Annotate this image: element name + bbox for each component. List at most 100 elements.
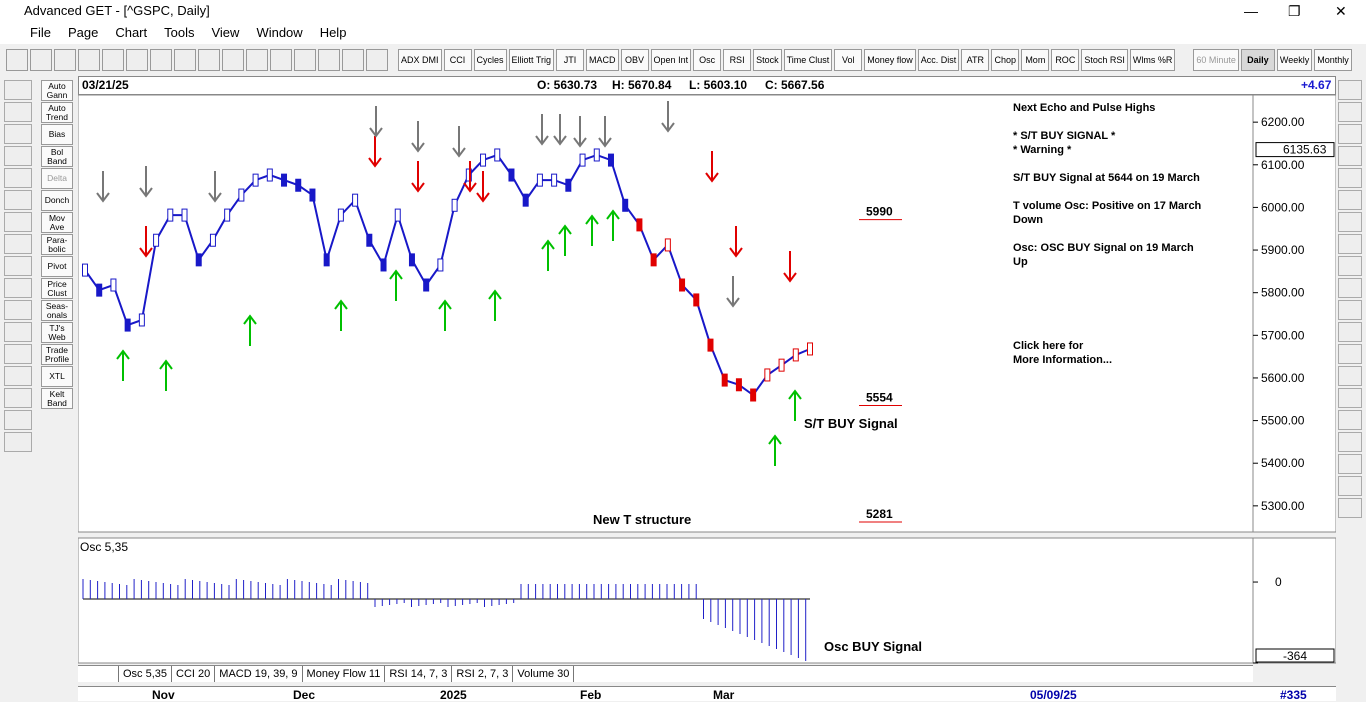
menu-item[interactable]: File (30, 25, 51, 40)
icon-button[interactable] (270, 49, 292, 71)
tool-icon[interactable] (4, 168, 32, 188)
study-button[interactable]: Cycles (473, 49, 507, 71)
study-toggle[interactable]: Donch (41, 190, 73, 211)
tool-icon[interactable] (1338, 432, 1362, 452)
tool-icon[interactable] (1338, 410, 1362, 430)
menu-item[interactable]: Chart (115, 25, 148, 40)
tool-icon[interactable] (1338, 124, 1362, 144)
icon-button[interactable] (222, 49, 244, 71)
study-button[interactable]: ROC (1051, 49, 1080, 71)
menu-item[interactable]: Window (256, 25, 303, 40)
study-button[interactable]: ATR (961, 49, 990, 71)
tab[interactable]: RSI 14, 7, 3 (385, 666, 453, 682)
study-toggle[interactable]: Seas-onals (41, 300, 73, 321)
tab[interactable]: CCI 20 (172, 666, 216, 682)
study-toggle[interactable]: Bol Band (41, 146, 73, 167)
study-button[interactable]: Acc. Dist (917, 49, 960, 71)
tab[interactable]: Money Flow 11 (303, 666, 386, 682)
tool-icon[interactable] (4, 278, 32, 298)
study-button[interactable]: Elliott Trig (508, 49, 555, 71)
tool-icon[interactable] (1338, 476, 1362, 496)
study-toggle[interactable]: Bias (41, 124, 73, 145)
tool-icon[interactable] (1338, 278, 1362, 298)
study-toggle[interactable]: XTL (41, 366, 73, 387)
timeframe-button[interactable]: Weekly (1276, 49, 1313, 71)
tool-icon[interactable] (4, 410, 32, 430)
icon-button[interactable] (102, 49, 124, 71)
tab[interactable]: RSI 2, 7, 3 (452, 666, 514, 682)
tool-icon[interactable] (4, 190, 32, 210)
tool-icon[interactable] (1338, 322, 1362, 342)
tool-icon[interactable] (4, 322, 32, 342)
tool-icon[interactable] (4, 102, 32, 122)
study-button[interactable]: Chop (991, 49, 1020, 71)
menu-item[interactable]: Help (319, 25, 347, 40)
maximize[interactable]: ❐ (1288, 3, 1301, 19)
study-toggle[interactable]: Para-bolic (41, 234, 73, 255)
tab[interactable]: Volume 30 (513, 666, 575, 682)
study-button[interactable]: OBV (620, 49, 649, 71)
timeframe-button[interactable]: Daily (1240, 49, 1275, 71)
tool-icon[interactable] (4, 234, 32, 254)
study-button[interactable]: Money flow (864, 49, 916, 71)
tab[interactable]: MACD 19, 39, 9 (215, 666, 303, 682)
tab[interactable]: Osc 5,35 (118, 666, 173, 682)
tool-icon[interactable] (4, 344, 32, 364)
timeframe-button[interactable]: 60 Minute (1193, 49, 1239, 71)
study-toggle[interactable]: Kelt Band (41, 388, 73, 409)
study-toggle[interactable]: Auto Gann (41, 80, 73, 101)
study-toggle[interactable]: Pivot (41, 256, 73, 277)
study-toggle[interactable]: Mov Ave (41, 212, 73, 233)
tool-icon[interactable] (4, 146, 32, 166)
icon-button[interactable] (174, 49, 196, 71)
minimize[interactable]: — (1244, 3, 1258, 19)
study-button[interactable]: ADX DMI (398, 49, 442, 71)
tool-icon[interactable] (1338, 498, 1362, 518)
tool-icon[interactable] (1338, 300, 1362, 320)
tool-icon[interactable] (1338, 80, 1362, 100)
study-toggle[interactable]: Trade Profile (41, 344, 73, 365)
icon-button[interactable] (366, 49, 388, 71)
icon-button[interactable] (318, 49, 340, 71)
tool-icon[interactable] (1338, 102, 1362, 122)
tool-icon[interactable] (1338, 344, 1362, 364)
study-button[interactable]: Mom (1021, 49, 1050, 71)
study-button[interactable]: JTI (556, 49, 585, 71)
icon-button[interactable] (246, 49, 268, 71)
close[interactable]: ✕ (1335, 3, 1347, 19)
study-button[interactable]: CCI (443, 49, 472, 71)
study-toggle[interactable]: Price Clust (41, 278, 73, 299)
study-button[interactable]: MACD (586, 49, 619, 71)
study-button[interactable]: Open Int (650, 49, 692, 71)
icon-button[interactable] (294, 49, 316, 71)
icon-button[interactable] (150, 49, 172, 71)
timeframe-button[interactable]: Monthly (1314, 49, 1352, 71)
tool-icon[interactable] (4, 432, 32, 452)
tool-icon[interactable] (1338, 366, 1362, 386)
tool-icon[interactable] (1338, 168, 1362, 188)
tool-icon[interactable] (1338, 388, 1362, 408)
tool-icon[interactable] (4, 366, 32, 386)
icon-button[interactable] (78, 49, 100, 71)
study-button[interactable]: Stoch RSI (1081, 49, 1128, 71)
study-toggle[interactable]: Auto Trend (41, 102, 73, 123)
study-toggle[interactable]: TJ's Web (41, 322, 73, 343)
tool-icon[interactable] (1338, 234, 1362, 254)
study-button[interactable]: Wlms %R (1129, 49, 1176, 71)
study-button[interactable]: Vol (834, 49, 863, 71)
icon-button[interactable] (198, 49, 220, 71)
study-button[interactable]: Stock (753, 49, 782, 71)
tool-icon[interactable] (1338, 190, 1362, 210)
tool-icon[interactable] (4, 80, 32, 100)
icon-button[interactable] (30, 49, 52, 71)
study-toggle[interactable]: Delta (41, 168, 73, 189)
study-button[interactable]: Osc (693, 49, 722, 71)
tool-icon[interactable] (4, 256, 32, 276)
tool-icon[interactable] (1338, 212, 1362, 232)
icon-button[interactable] (6, 49, 28, 71)
icon-button[interactable] (126, 49, 148, 71)
menu-item[interactable]: Page (67, 25, 99, 40)
study-button[interactable]: Time Clust (783, 49, 833, 71)
tool-icon[interactable] (4, 212, 32, 232)
menu-item[interactable]: View (211, 25, 240, 40)
